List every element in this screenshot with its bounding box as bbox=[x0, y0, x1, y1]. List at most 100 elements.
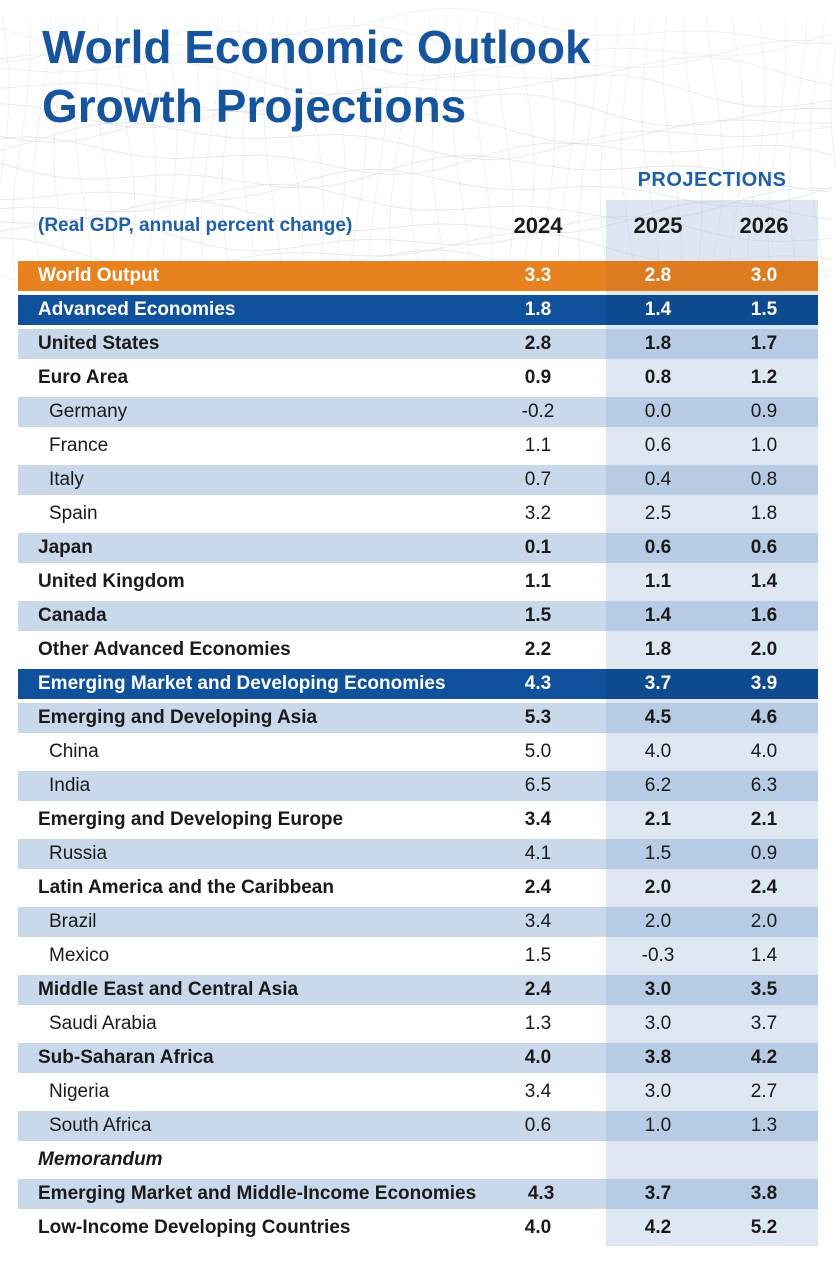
projection-cells: 0.6 1.0 bbox=[606, 431, 818, 461]
table-row: Emerging Market and Middle-Income Econom… bbox=[18, 1179, 818, 1209]
page-title: World Economic Outlook Growth Projection… bbox=[42, 18, 591, 136]
value-2026: 3.0 bbox=[750, 265, 778, 286]
value-2024: 0.9 bbox=[524, 367, 552, 388]
value-2024: 3.4 bbox=[524, 1081, 552, 1102]
column-header-2026: 2026 bbox=[739, 213, 789, 238]
projection-cells: 2.0 2.4 bbox=[606, 873, 818, 903]
table-row: United Kingdom 1.1 1.1 1.4 bbox=[18, 567, 818, 597]
row-label: Italy bbox=[49, 469, 84, 490]
value-2025: 0.4 bbox=[644, 469, 672, 490]
value-2024: 1.5 bbox=[524, 945, 552, 966]
projection-cells: 1.8 2.0 bbox=[606, 635, 818, 665]
value-2024: 2.4 bbox=[524, 979, 552, 1000]
projection-cells: 3.0 2.7 bbox=[606, 1077, 818, 1107]
value-2025: 4.2 bbox=[644, 1217, 672, 1238]
value-2025: 3.0 bbox=[644, 1081, 672, 1102]
table-row: India 6.5 6.2 6.3 bbox=[18, 771, 818, 801]
row-label: Middle East and Central Asia bbox=[38, 979, 299, 1000]
value-2026: 6.3 bbox=[750, 775, 778, 796]
value-2026: 1.3 bbox=[750, 1115, 778, 1136]
table-body: World Output 3.3 2.8 3.0 Advanced Economies 1… bbox=[18, 261, 818, 1247]
projection-cells: 4.5 4.6 bbox=[606, 703, 818, 733]
projection-cells: 2.1 2.1 bbox=[606, 805, 818, 835]
value-2025: 1.8 bbox=[644, 639, 672, 660]
value-2024: 2.8 bbox=[524, 333, 552, 354]
projection-cells: 4.2 5.2 bbox=[606, 1213, 818, 1243]
value-2025: 3.7 bbox=[644, 673, 672, 694]
projection-cells: 1.5 0.9 bbox=[606, 839, 818, 869]
projection-cells: 3.8 4.2 bbox=[606, 1043, 818, 1073]
projection-cells: 1.8 1.7 bbox=[606, 329, 818, 359]
table-row: Memorandum bbox=[18, 1145, 818, 1175]
table-row: United States 2.8 1.8 1.7 bbox=[18, 329, 818, 359]
value-2024: 0.1 bbox=[524, 537, 552, 558]
page-title-line1: World Economic Outlook bbox=[42, 21, 591, 73]
value-2025: 2.5 bbox=[644, 503, 672, 524]
value-2024: 1.3 bbox=[524, 1013, 552, 1034]
row-label: Emerging Market and Developing Economies bbox=[38, 673, 446, 694]
row-label: Russia bbox=[49, 843, 108, 864]
value-2026: 1.7 bbox=[750, 333, 778, 354]
value-2026: 4.2 bbox=[750, 1047, 778, 1068]
value-2024: 1.1 bbox=[524, 571, 552, 592]
column-header-2025: 2025 bbox=[633, 213, 683, 238]
projection-cells: 3.0 3.7 bbox=[606, 1009, 818, 1039]
value-2026: 2.0 bbox=[750, 911, 778, 932]
value-2025: 1.5 bbox=[644, 843, 672, 864]
value-2026: 1.8 bbox=[750, 503, 778, 524]
row-label: Low-Income Developing Countries bbox=[38, 1217, 351, 1238]
value-2026: 3.9 bbox=[750, 673, 778, 694]
value-2026: 2.4 bbox=[750, 877, 778, 898]
projection-cells: 3.7 3.8 bbox=[606, 1179, 818, 1209]
value-2026: 0.8 bbox=[750, 469, 778, 490]
value-2024: 3.2 bbox=[524, 503, 552, 524]
projection-cells: 2.0 2.0 bbox=[606, 907, 818, 937]
value-2026: 1.2 bbox=[750, 367, 778, 388]
projection-cells: 4.0 4.0 bbox=[606, 737, 818, 767]
value-2025: 2.8 bbox=[644, 265, 672, 286]
value-2025: 1.8 bbox=[644, 333, 672, 354]
page-title-line2: Growth Projections bbox=[42, 80, 467, 132]
projection-cells: 1.4 1.6 bbox=[606, 601, 818, 631]
value-2025: 2.0 bbox=[644, 911, 672, 932]
value-2024: 0.7 bbox=[524, 469, 552, 490]
row-label: France bbox=[49, 435, 109, 456]
value-2024: 0.6 bbox=[524, 1115, 552, 1136]
value-2024: 5.3 bbox=[524, 707, 552, 728]
table-row: Emerging and Developing Asia 5.3 4.5 4.6 bbox=[18, 703, 818, 733]
projection-cells: 1.1 1.4 bbox=[606, 567, 818, 597]
value-2026: 5.2 bbox=[750, 1217, 778, 1238]
table-row: Brazil 3.4 2.0 2.0 bbox=[18, 907, 818, 937]
table-row: Euro Area 0.9 0.8 1.2 bbox=[18, 363, 818, 393]
value-2026: 0.9 bbox=[750, 843, 778, 864]
value-2026: 4.6 bbox=[750, 707, 778, 728]
value-2025: 3.7 bbox=[644, 1183, 672, 1204]
value-2026: 1.4 bbox=[750, 571, 778, 592]
value-2025: 6.2 bbox=[644, 775, 672, 796]
row-label: Memorandum bbox=[38, 1149, 163, 1170]
projection-cells: 1.0 1.3 bbox=[606, 1111, 818, 1141]
value-2026: 1.6 bbox=[750, 605, 778, 626]
value-2026: 1.4 bbox=[750, 945, 778, 966]
table-row: South Africa 0.6 1.0 1.3 bbox=[18, 1111, 818, 1141]
projection-cells: 1.4 1.5 bbox=[606, 295, 818, 325]
row-label: India bbox=[49, 775, 91, 796]
table-row: Mexico 1.5 -0.3 1.4 bbox=[18, 941, 818, 971]
table-row: Nigeria 3.4 3.0 2.7 bbox=[18, 1077, 818, 1107]
value-2026: 1.0 bbox=[750, 435, 778, 456]
value-2024: 4.3 bbox=[524, 673, 552, 694]
value-2026: 4.0 bbox=[750, 741, 778, 762]
row-label: South Africa bbox=[49, 1115, 152, 1136]
row-label: Japan bbox=[38, 537, 93, 558]
table-row: Canada 1.5 1.4 1.6 bbox=[18, 601, 818, 631]
row-label: United States bbox=[38, 333, 160, 354]
column-header-2024: 2024 bbox=[513, 213, 563, 238]
row-label: Saudi Arabia bbox=[49, 1013, 157, 1034]
table-row: Russia 4.1 1.5 0.9 bbox=[18, 839, 818, 869]
row-label: Euro Area bbox=[38, 367, 129, 388]
row-label: Sub-Saharan Africa bbox=[38, 1047, 214, 1068]
projection-cells: 3.7 3.9 bbox=[606, 669, 818, 699]
value-2025: 1.1 bbox=[644, 571, 672, 592]
value-2025: 3.8 bbox=[644, 1047, 672, 1068]
